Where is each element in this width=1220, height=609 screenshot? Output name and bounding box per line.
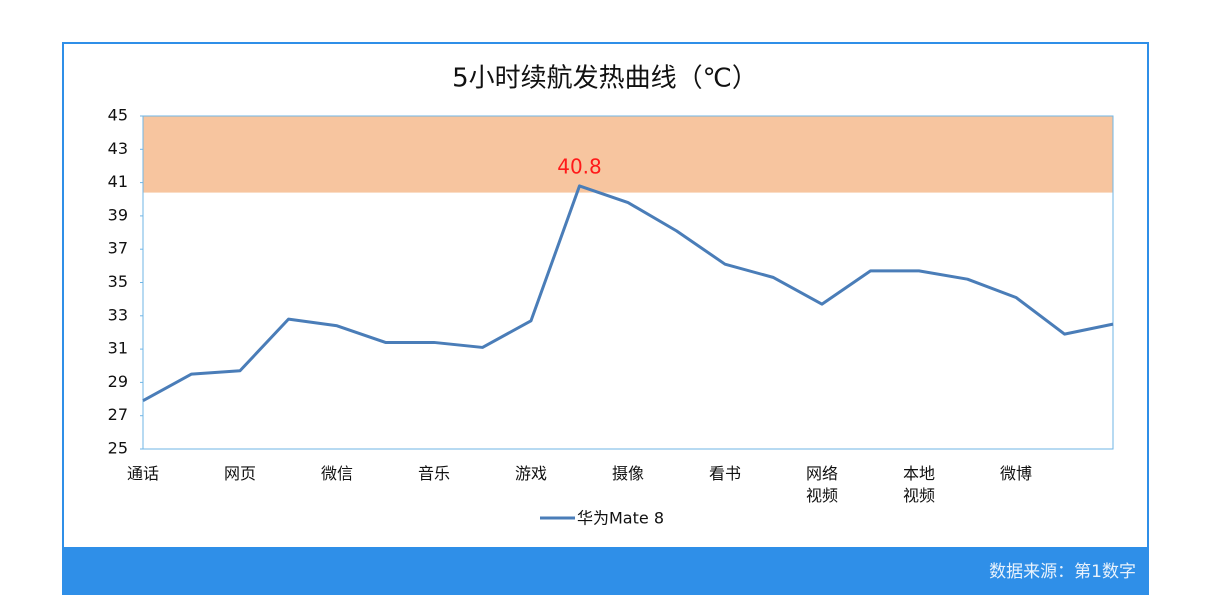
threshold-band <box>143 116 1113 193</box>
chart-title: 5小时续航发热曲线（℃） <box>452 64 758 94</box>
y-tick-label: 25 <box>108 439 128 458</box>
x-tick-label: 网络视频 <box>805 464 838 505</box>
x-tick-label: 摄像 <box>611 464 644 483</box>
footer-bar <box>62 547 1149 595</box>
source: 数据来源：第1数字 <box>989 562 1136 582</box>
y-tick-label: 39 <box>108 205 128 224</box>
x-tick-label: 微博 <box>999 464 1032 483</box>
y-tick-label: 31 <box>108 339 128 358</box>
data-label: 40.8 <box>557 154 602 178</box>
x-tick-label: 本地视频 <box>902 464 935 505</box>
y-tick-label: 27 <box>108 405 128 424</box>
x-tick-label: 音乐 <box>417 464 450 483</box>
x-tick-label: 微信 <box>320 464 353 483</box>
y-tick-label: 41 <box>108 172 128 191</box>
series-line <box>142 184 1114 403</box>
x-tick-label: 通话 <box>126 464 159 483</box>
y-tick-label: 29 <box>108 372 128 391</box>
y-tick-label: 45 <box>108 106 128 125</box>
x-tick-label: 网页 <box>223 464 256 483</box>
y-tick-label: 35 <box>108 272 128 291</box>
x-tick-label: 游戏 <box>514 464 547 483</box>
y-tick-label: 37 <box>108 239 128 258</box>
legend-label: 华为Mate 8 <box>577 509 664 528</box>
x-tick-label: 看书 <box>708 464 741 483</box>
y-tick-label: 33 <box>108 305 128 324</box>
y-tick-label: 43 <box>108 139 128 158</box>
